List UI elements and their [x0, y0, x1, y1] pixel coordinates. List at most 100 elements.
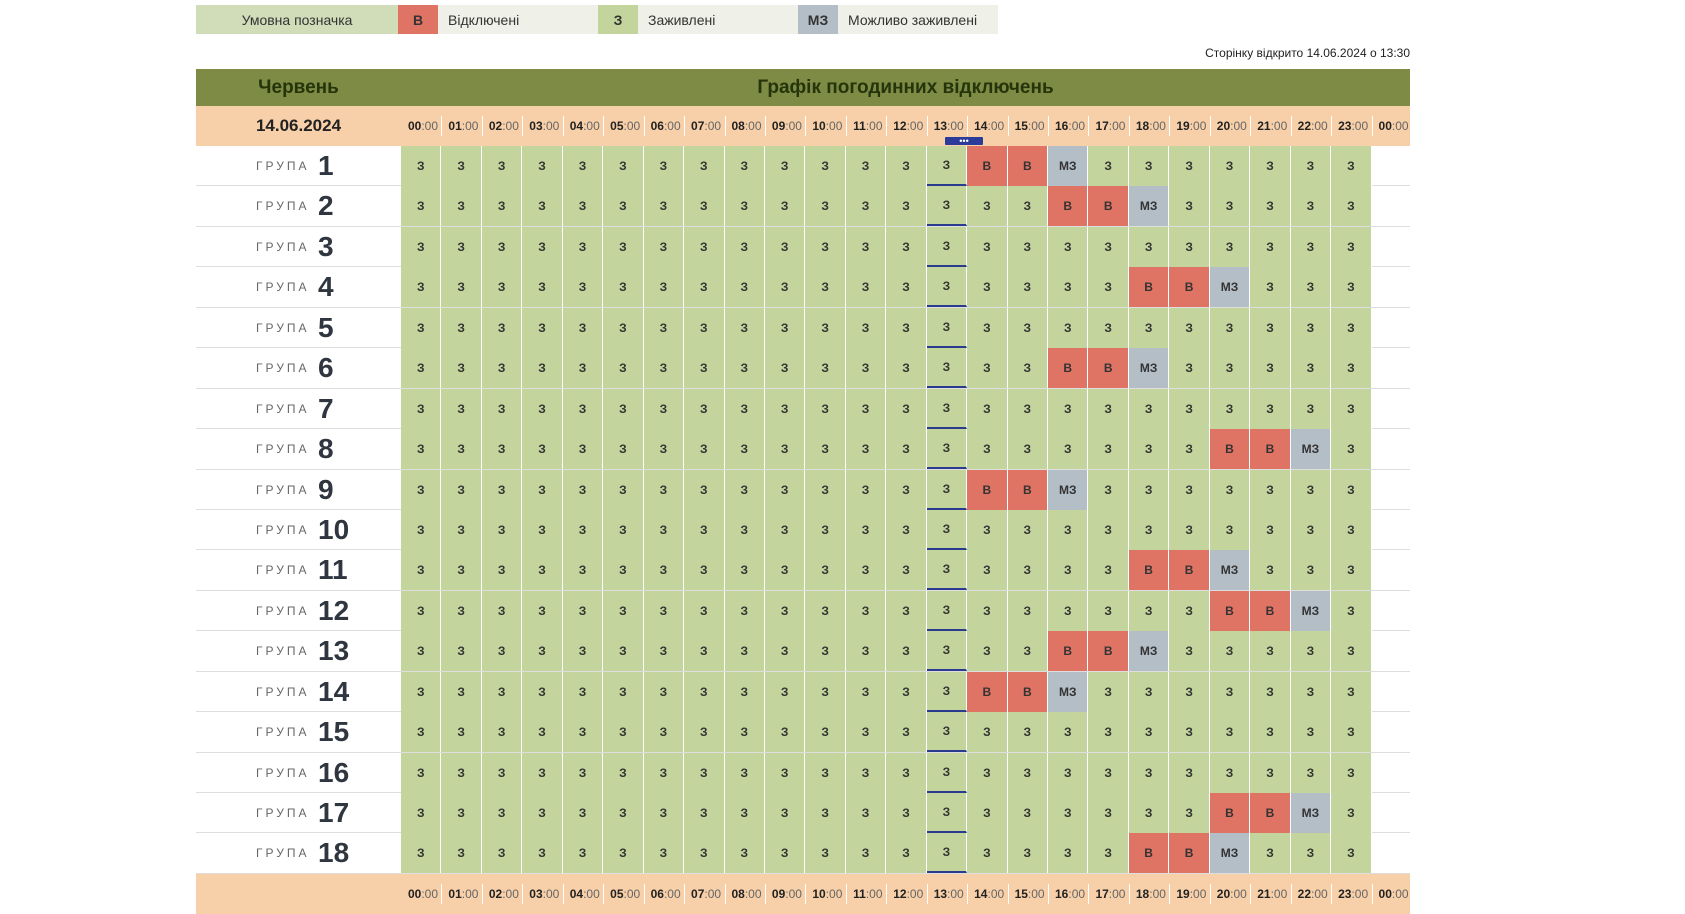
hour-mm: :00	[906, 119, 924, 133]
schedule-cell-on: З	[1290, 712, 1332, 753]
schedule-cell-on: З	[886, 348, 927, 389]
schedule-cell-on: З	[562, 429, 604, 470]
top-hour-label: 00:00	[1374, 115, 1414, 137]
bottom-hour-label: 01:00	[443, 883, 483, 905]
schedule-cell-on: З	[764, 590, 806, 631]
schedule-cell-off: В	[1209, 429, 1251, 470]
schedule-cell-maybe: МЗ	[1128, 186, 1170, 227]
hour-mm: :00	[1270, 119, 1288, 133]
schedule-cell-maybe: МЗ	[1128, 348, 1170, 389]
hour-separator	[926, 116, 928, 136]
top-hour-label: 09:00	[767, 115, 807, 137]
hour-separator	[805, 116, 807, 136]
schedule-cell-on: З	[522, 146, 563, 186]
schedule-cell-on: З	[603, 752, 644, 793]
hour-hh: 15	[1014, 887, 1028, 901]
hour-hh: 16	[1055, 887, 1069, 901]
schedule-cell-on: З	[926, 146, 968, 186]
schedule-cell-on: З	[401, 793, 442, 833]
schedule-cell-on: З	[1088, 671, 1129, 712]
schedule-cell-on: З	[926, 186, 968, 227]
schedule-cell-on: З	[684, 833, 725, 874]
legend: Умовна позначка В Відключені З Заживлені…	[196, 5, 998, 34]
schedule-cell-on: З	[1088, 307, 1129, 348]
hour-hh: 13	[933, 887, 948, 901]
schedule-cell-on: З	[886, 671, 927, 712]
schedule-cell-on: З	[1331, 226, 1372, 267]
schedule-cell-off: В	[1128, 550, 1170, 591]
schedule-cell-on: З	[401, 752, 442, 793]
schedule-cell-on: З	[1128, 590, 1170, 631]
bottom-hour-label: 00:00	[1374, 883, 1414, 905]
schedule-cell-on: З	[926, 267, 968, 308]
hour-separator	[643, 884, 645, 904]
schedule-cell-on: З	[1331, 267, 1372, 308]
schedule-cell-on: З	[805, 833, 846, 874]
schedule-cell-on: З	[481, 631, 523, 672]
schedule-cell-on: З	[643, 388, 685, 429]
legend-label-maybe: Можливо заживлені	[838, 5, 998, 34]
schedule-cell-on: З	[1290, 307, 1332, 348]
schedule-cell-on: З	[1250, 267, 1291, 308]
hour-mm: :00	[865, 887, 883, 901]
schedule-cell-on: З	[1007, 712, 1049, 753]
schedule-cell-on: З	[684, 509, 725, 550]
schedule-cell-on: З	[643, 833, 685, 874]
hour-hh: 20	[1216, 887, 1231, 901]
schedule-cell-on: З	[1088, 267, 1129, 308]
schedule-cell-on: З	[1331, 712, 1372, 753]
schedule-cell-on: З	[603, 793, 644, 833]
group-number: 18	[318, 837, 350, 869]
schedule-cell-on: З	[845, 590, 887, 631]
schedule-cell-on: З	[481, 590, 523, 631]
schedule-cell-on: З	[886, 469, 927, 510]
schedule-title: Графік погодинних відключень	[757, 76, 1054, 98]
schedule-cell-off: В	[1088, 348, 1129, 389]
schedule-cell-on: З	[1048, 509, 1089, 550]
legend-label-off: Відключені	[438, 5, 598, 34]
hour-mm: :00	[542, 887, 560, 901]
schedule-cell-on: З	[684, 307, 725, 348]
schedule-cell-on: З	[643, 146, 685, 186]
hour-separator	[522, 884, 524, 904]
group-row: ГРУПА 15 З З З З З З З З З З З З З З З З З З З З З З З З	[196, 712, 1410, 753]
group-label: ГРУПА 1	[196, 146, 401, 186]
schedule-cell-on: З	[764, 348, 806, 389]
schedule-cell-on: З	[684, 631, 725, 672]
hour-hh: 04	[569, 887, 584, 901]
schedule-cell-on: З	[1209, 712, 1251, 753]
group-word: ГРУПА	[256, 280, 310, 295]
group-number: 11	[318, 554, 348, 586]
hour-separator	[562, 884, 564, 904]
hour-hh: 05	[610, 887, 624, 901]
schedule-cell-on: З	[684, 267, 725, 308]
schedule-cell-on: З	[724, 590, 765, 631]
schedule-cell-on: З	[603, 226, 644, 267]
schedule-cell-on: З	[886, 793, 927, 833]
bottom-hour-label: 00:00	[403, 883, 443, 905]
group-number: 3	[318, 230, 334, 262]
schedule-cell-on: З	[401, 469, 442, 510]
schedule-cell-on: З	[1250, 348, 1291, 389]
hour-hh: 06	[650, 119, 664, 133]
schedule-cell-on: З	[1331, 509, 1372, 550]
schedule-cell-off: В	[1048, 631, 1089, 672]
schedule-cell-on: З	[926, 429, 968, 470]
schedule-cell-off: В	[1048, 186, 1089, 227]
schedule-cell-on: З	[1048, 388, 1089, 429]
hour-mm: :00	[744, 119, 762, 133]
schedule-cell-on: З	[1290, 671, 1332, 712]
schedule-cell-on: З	[441, 712, 482, 753]
schedule-cell-on: З	[926, 631, 968, 672]
group-row: ГРУПА 16 З З З З З З З З З З З З З З З З З З З З З З З З	[196, 752, 1410, 793]
schedule-cell-on: З	[764, 752, 806, 793]
group-word: ГРУПА	[256, 442, 310, 457]
top-hour-label: 10:00	[807, 115, 847, 137]
schedule-cell-on: З	[1169, 631, 1210, 672]
top-hour-label: 00:00	[403, 115, 443, 137]
schedule-cell-on: З	[401, 590, 442, 631]
schedule-cell-on: З	[1088, 793, 1129, 833]
hour-separator	[1048, 884, 1050, 904]
schedule-cell-on: З	[643, 550, 685, 591]
schedule-cell-on: З	[1331, 550, 1372, 591]
